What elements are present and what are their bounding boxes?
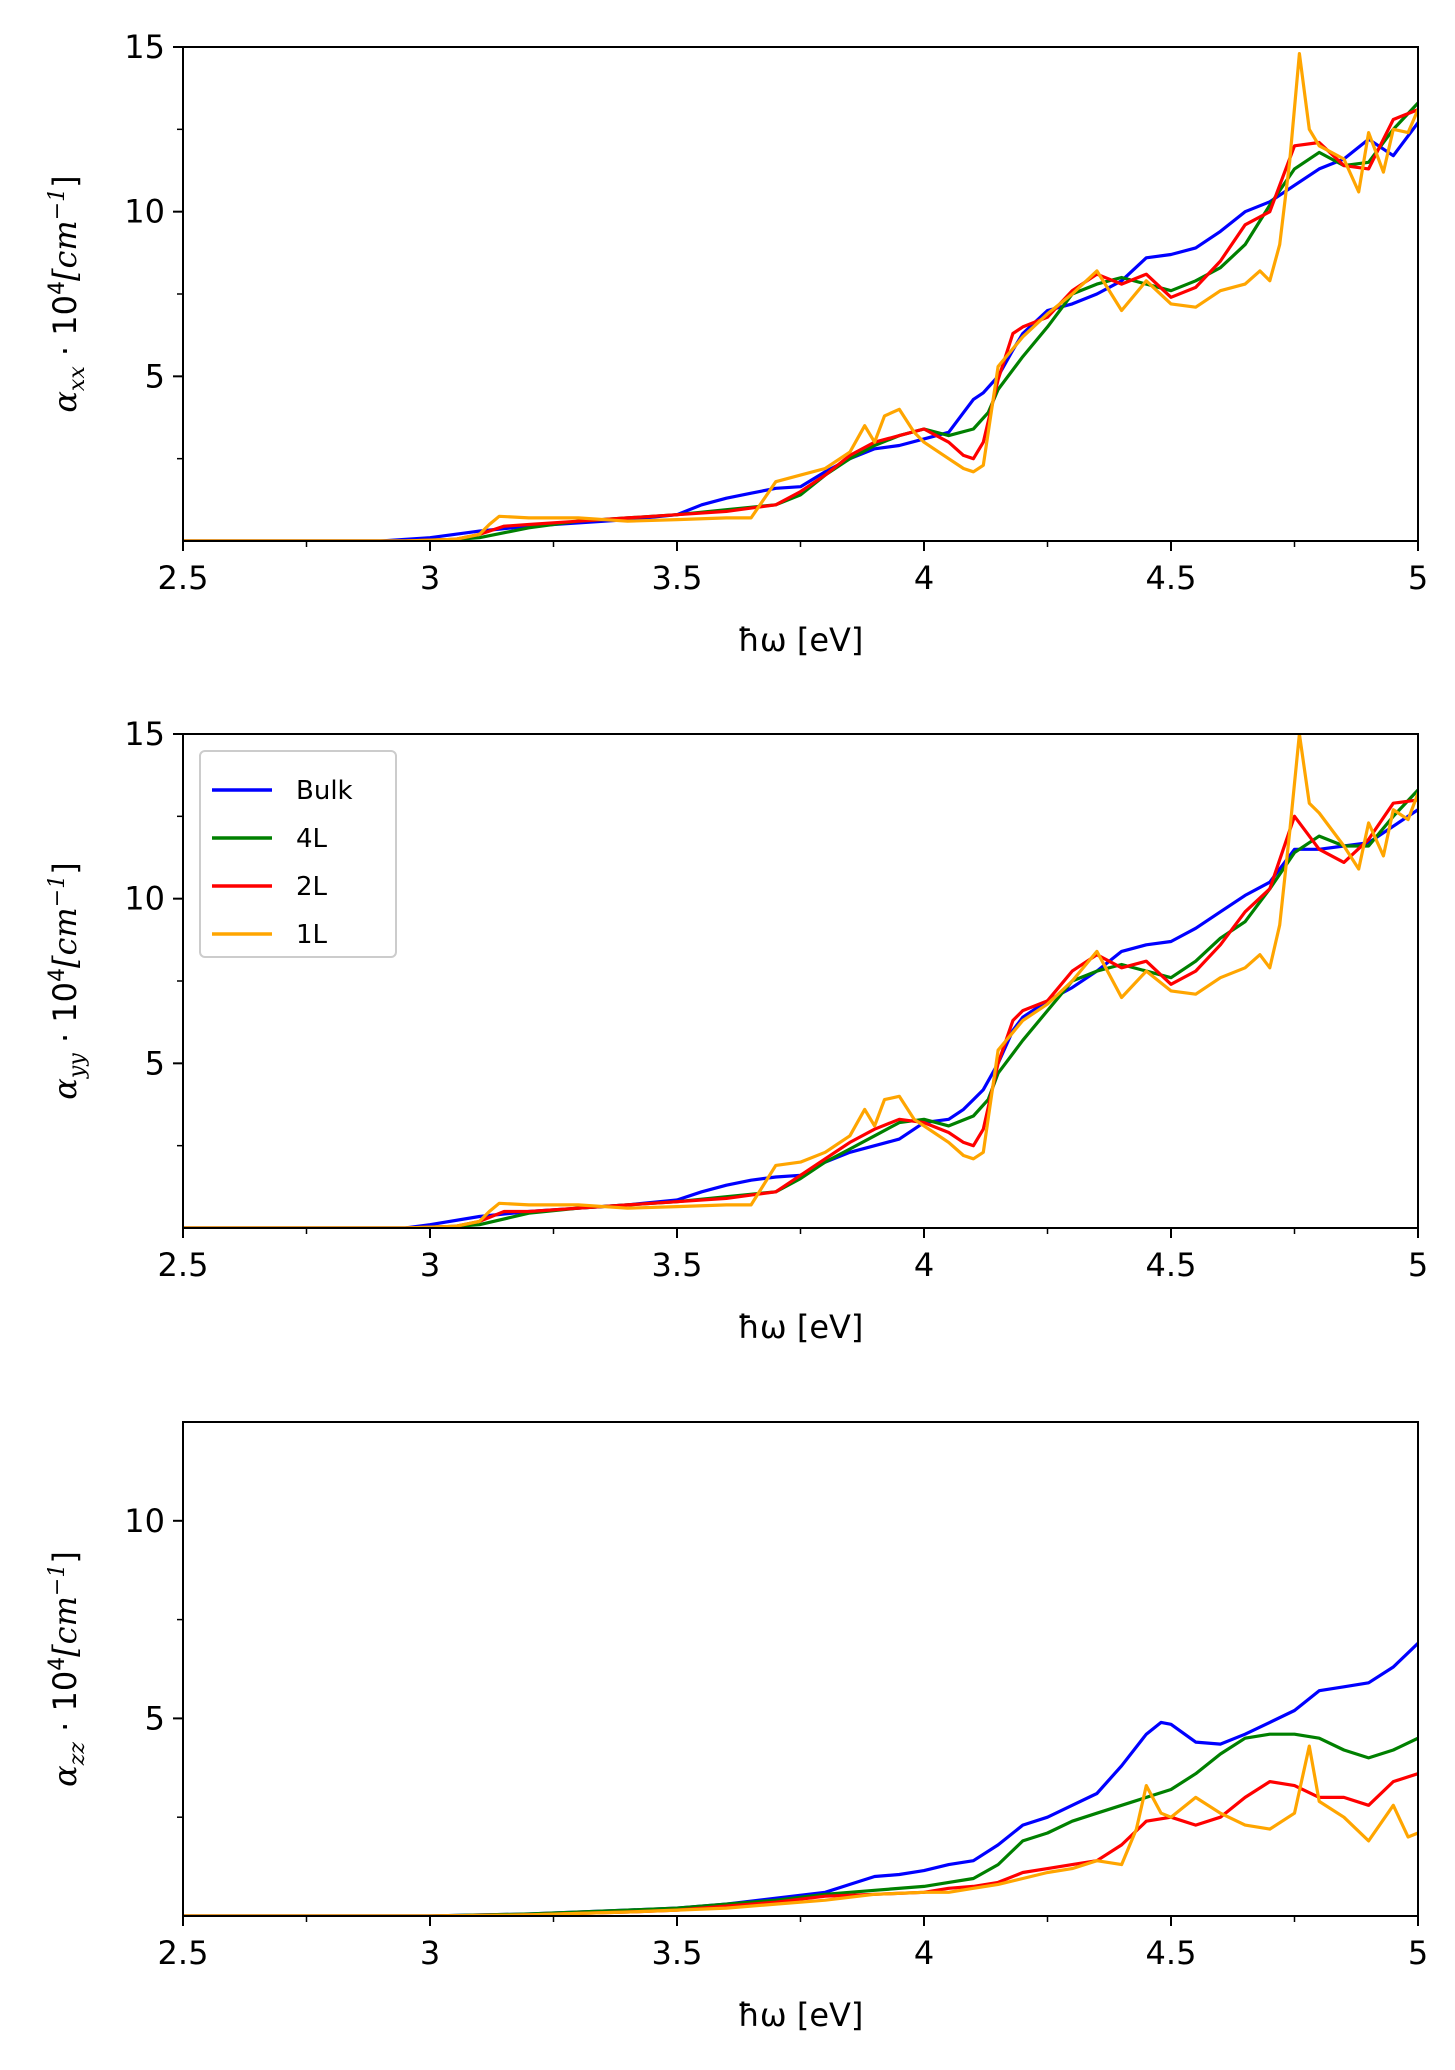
series-line-1l: [183, 1744, 1418, 1916]
series-line-bulk: [183, 121, 1418, 541]
legend-label-4l: 4L: [296, 824, 328, 854]
axes-frame: [182, 1421, 1419, 1917]
x-tick-label: 4: [914, 1246, 934, 1284]
x-tick-label: 3.5: [652, 1246, 703, 1284]
series-group: [183, 734, 1418, 1228]
panel-alpha-yy: 2.5 3 3.5 4 4.5 5 5 10 15 ħω [eV] αyy · 104[cm−1] B…: [45, 715, 1428, 1346]
series-line-4l: [183, 1732, 1418, 1916]
x-axis-label: ħω [eV]: [738, 1996, 864, 2034]
legend-box: [199, 750, 397, 958]
x-tick-label: 2.5: [158, 559, 209, 597]
panel-alpha-zz: 2.5 3 3.5 4 4.5 5 5 10 ħω [eV] αzz · 104[cm−1]: [45, 1421, 1428, 2034]
series-group: [183, 52, 1418, 541]
x-tick-label: 3: [420, 1934, 440, 1972]
y-tick-label: 5: [145, 1044, 165, 1082]
x-tick-label: 4.5: [1146, 1934, 1197, 1972]
panel-alpha-xx: 2.5 3 3.5 4 4.5 5 5 10 15 ħω [eV] αxx · 104[cm−1]: [45, 28, 1428, 659]
x-tick-label: 4.5: [1146, 1246, 1197, 1284]
y-tick-label: 10: [124, 880, 165, 918]
x-tick-label: 5: [1408, 1934, 1428, 1972]
y-tick-label: 10: [124, 1502, 165, 1540]
y-tick-label: 5: [145, 357, 165, 395]
series-line-1l: [183, 52, 1418, 541]
y-axis-label: αyy · 104[cm−1]: [45, 862, 90, 1099]
x-tick-label: 5: [1408, 559, 1428, 597]
legend-label-bulk: Bulk: [296, 776, 353, 806]
y-axis-label: αzz · 104[cm−1]: [45, 1551, 90, 1787]
series-group: [183, 1641, 1418, 1916]
x-tick-label: 2.5: [158, 1934, 209, 1972]
series-line-bulk: [183, 1641, 1418, 1916]
x-tick-label: 4: [914, 1934, 934, 1972]
x-tick-label: 4: [914, 559, 934, 597]
x-tick-label: 4.5: [1146, 559, 1197, 597]
x-tick-label: 2.5: [158, 1246, 209, 1284]
legend: Bulk 4L 2L 1L: [199, 750, 397, 958]
y-tick-label: 15: [124, 715, 165, 753]
x-tick-label: 5: [1408, 1246, 1428, 1284]
x-axis-label: ħω [eV]: [738, 1308, 864, 1346]
y-tick-label: 5: [145, 1699, 165, 1737]
x-tick-label: 3.5: [652, 559, 703, 597]
x-tick-label: 3.5: [652, 1934, 703, 1972]
axes-frame: [182, 46, 1419, 542]
x-axis-label: ħω [eV]: [738, 621, 864, 659]
y-tick-label: 10: [124, 193, 165, 231]
legend-label-1l: 1L: [296, 920, 328, 950]
y-tick-label: 15: [124, 28, 165, 66]
legend-label-2l: 2L: [296, 872, 328, 902]
x-tick-label: 3: [420, 1246, 440, 1284]
x-tick-label: 3: [420, 559, 440, 597]
y-axis-label: αxx · 104[cm−1]: [45, 175, 90, 412]
series-line-1l: [183, 734, 1418, 1228]
